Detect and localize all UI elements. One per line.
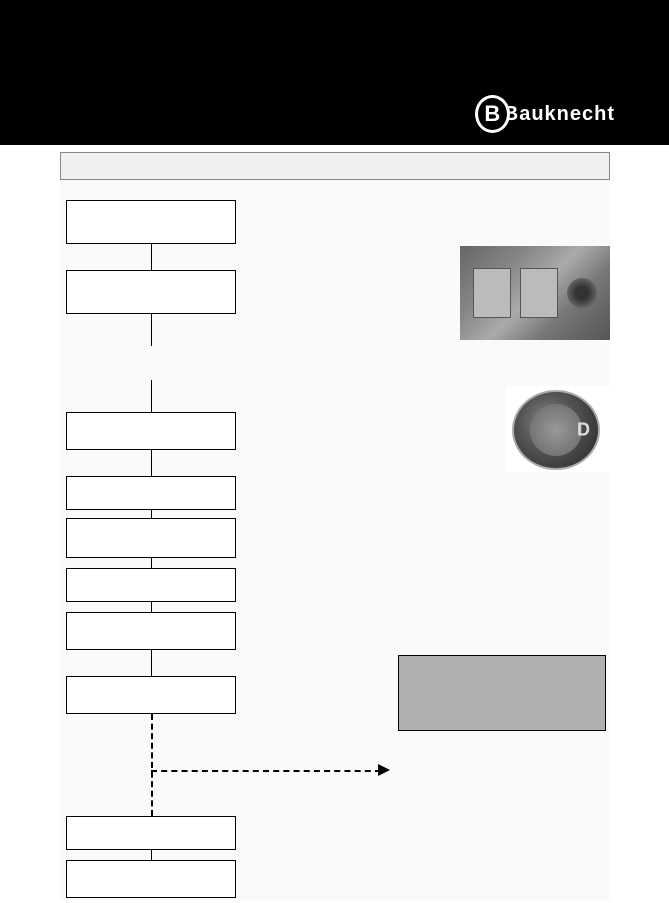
flow-box-4 <box>66 476 236 510</box>
connector-h-dashed <box>151 770 381 772</box>
dispenser-compartment-icon <box>473 268 511 318</box>
cap-label: D <box>577 420 590 441</box>
connector-v <box>151 850 152 860</box>
dispenser-dial-icon <box>567 278 597 308</box>
connector-v <box>151 602 152 612</box>
dispenser-compartment-icon <box>520 268 558 318</box>
flow-box-10 <box>66 860 236 898</box>
logo-letter: B <box>484 101 500 127</box>
title-bar <box>60 152 610 180</box>
flow-box-2 <box>66 270 236 314</box>
dispenser-photo <box>460 246 610 340</box>
flow-box-7 <box>66 612 236 650</box>
flow-box-5 <box>66 518 236 558</box>
connector-v <box>151 558 152 568</box>
cap-inner-icon <box>530 404 582 456</box>
logo-icon: B <box>475 95 510 133</box>
brand-logo: B Bauknecht <box>475 96 615 132</box>
connector-v-dashed <box>151 714 153 816</box>
arrowhead-icon <box>378 764 390 776</box>
flow-box-1 <box>66 200 236 244</box>
flow-box-9 <box>66 816 236 850</box>
connector-v <box>151 244 152 270</box>
connector-v <box>151 450 152 476</box>
flow-box-8 <box>66 676 236 714</box>
flow-box-3 <box>66 412 236 450</box>
connector-v <box>151 510 152 518</box>
connector-v <box>151 650 152 676</box>
flow-box-6 <box>66 568 236 602</box>
gray-callout-box <box>398 655 606 731</box>
connector-v <box>151 380 152 412</box>
connector-v <box>151 314 152 346</box>
cap-photo: D <box>512 390 600 470</box>
logo-text: Bauknecht <box>504 103 615 126</box>
